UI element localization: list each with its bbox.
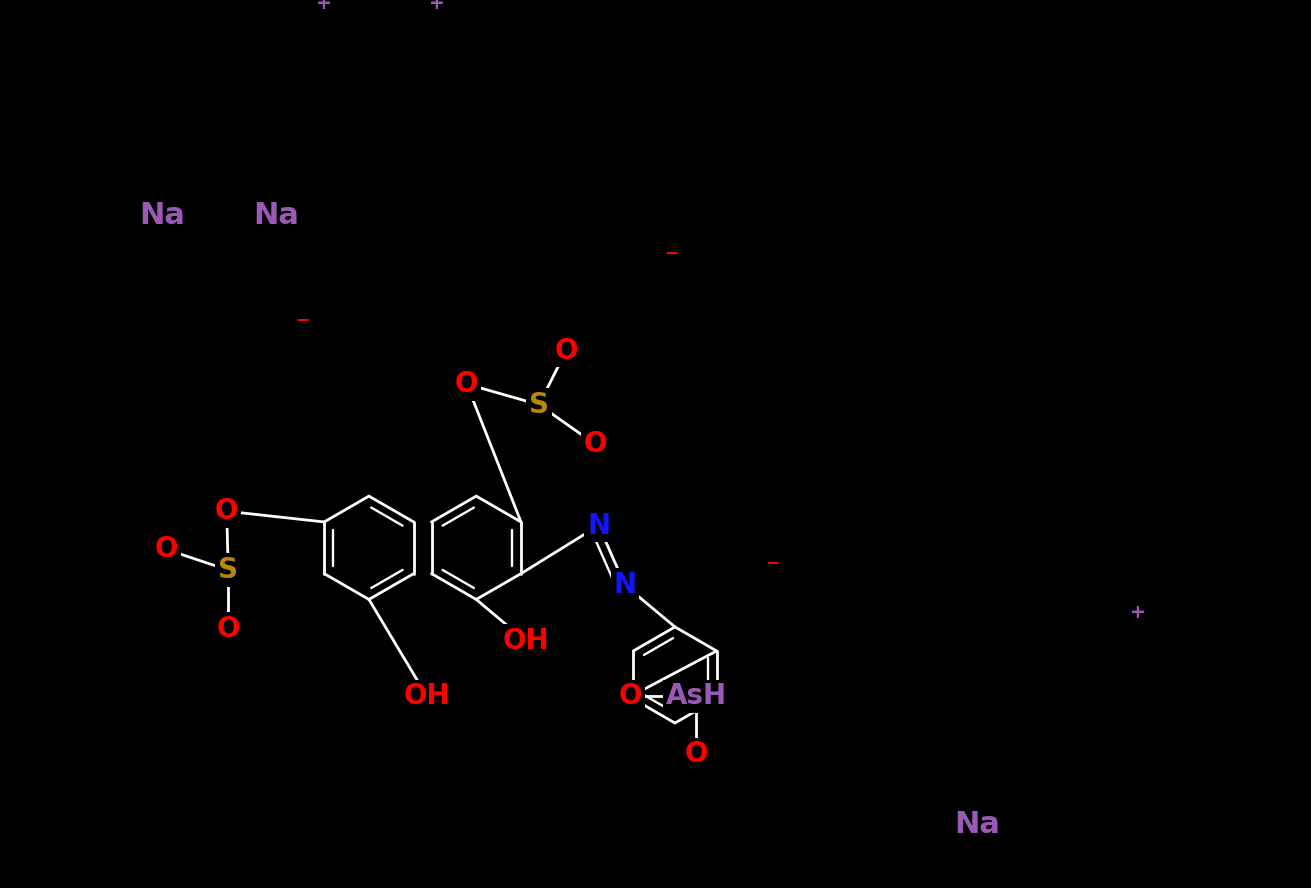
- Text: N: N: [587, 511, 610, 540]
- Text: O: O: [455, 370, 479, 398]
- Text: S: S: [530, 391, 549, 419]
- Text: O: O: [155, 535, 178, 563]
- Text: O: O: [555, 337, 578, 365]
- Text: OH: OH: [502, 627, 549, 654]
- Text: S: S: [218, 556, 239, 584]
- Text: O: O: [583, 431, 607, 458]
- Text: +: +: [430, 0, 446, 13]
- Text: +: +: [316, 0, 332, 13]
- Text: Na: Na: [139, 201, 185, 230]
- Text: −: −: [764, 553, 779, 571]
- Text: O: O: [684, 741, 708, 768]
- Text: O: O: [215, 497, 239, 525]
- Text: Na: Na: [954, 810, 1000, 839]
- Text: OH: OH: [404, 683, 450, 710]
- Text: N: N: [614, 571, 636, 599]
- Text: +: +: [1130, 603, 1146, 622]
- Text: AsH: AsH: [666, 683, 728, 710]
- Text: O: O: [216, 614, 240, 643]
- Text: Na: Na: [253, 201, 299, 230]
- Text: −: −: [295, 310, 309, 328]
- Text: O: O: [619, 683, 642, 710]
- Text: −: −: [663, 243, 678, 261]
